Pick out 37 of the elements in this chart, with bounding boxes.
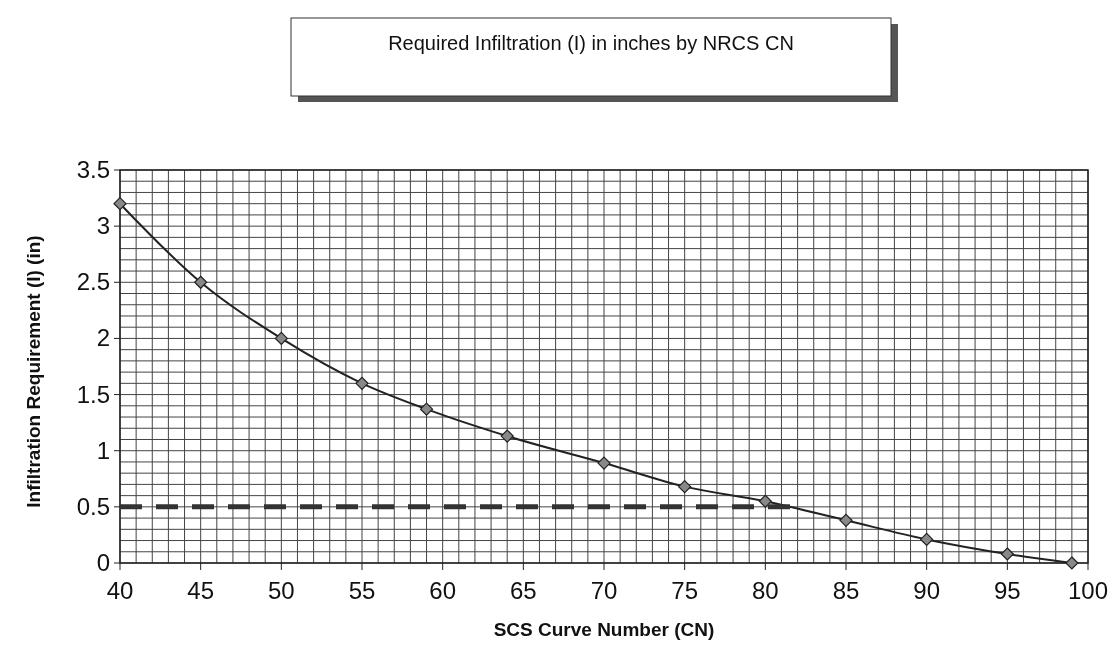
point <box>419 402 434 416</box>
y-tick-label: 0.5 <box>76 492 110 520</box>
y-tick-label: 1 <box>96 436 110 464</box>
point <box>113 197 127 211</box>
point <box>355 376 369 390</box>
x-tick-label: 70 <box>590 577 618 604</box>
point <box>678 480 692 494</box>
x-tick-label: 80 <box>751 577 779 604</box>
x-tick-label: 75 <box>671 577 699 604</box>
point <box>194 275 208 289</box>
point <box>1065 556 1079 570</box>
y-tick-label: 2 <box>96 324 110 352</box>
x-tick-label: 55 <box>348 577 376 604</box>
x-tick-label: 50 <box>267 577 295 604</box>
x-tick-label: 45 <box>187 577 215 604</box>
x-tick-label: 85 <box>832 577 860 604</box>
x-tick-label: 40 <box>106 577 134 604</box>
x-tick-label: 90 <box>913 577 941 604</box>
y-tick-label: 1.5 <box>76 380 110 408</box>
y-tick-label: 3.5 <box>76 156 110 183</box>
y-tick-label: 0 <box>96 549 110 576</box>
chart-title: Required Infiltration (I) in inches by NRCS CN <box>388 32 794 54</box>
x-tick-label: 65 <box>509 577 537 604</box>
y-tick-label: 2.5 <box>76 268 110 296</box>
y-tick-label: 3 <box>96 212 110 240</box>
point <box>839 513 853 527</box>
x-tick-label: 60 <box>429 577 457 604</box>
point <box>597 456 611 470</box>
x-tick-label: 100 <box>1067 577 1109 604</box>
point <box>274 331 288 346</box>
point <box>1000 547 1014 561</box>
x-axis-title: SCS Curve Number (CN) <box>493 619 715 640</box>
y-axis-title: Infiltration Requirement (I) (in) <box>23 235 44 508</box>
point <box>500 429 514 443</box>
point <box>920 532 934 547</box>
point <box>758 494 772 508</box>
x-tick-label: 95 <box>993 577 1021 604</box>
